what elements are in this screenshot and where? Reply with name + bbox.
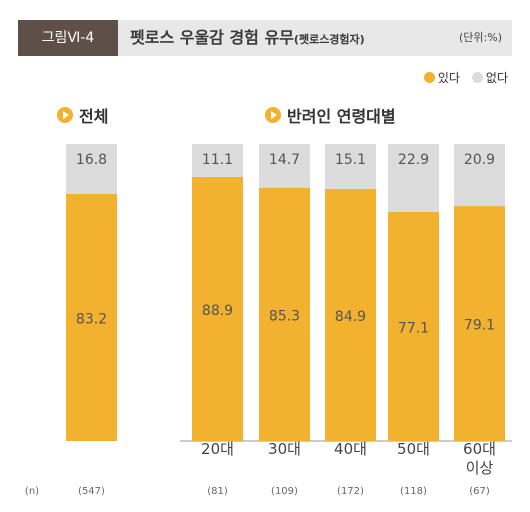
bar-segment-yes — [325, 188, 376, 441]
bar-segment-no — [66, 144, 117, 194]
section-title-by-age: 반려인 연령대별 — [265, 103, 396, 127]
chart-title-main: 펫로스 우울감 경험 유무 — [130, 28, 294, 47]
bar-value-label: 11.1 — [202, 152, 233, 168]
category-label: 이상 — [466, 459, 494, 477]
section-title-total: 전체 — [57, 103, 108, 127]
bar-value-label: 77.1 — [398, 321, 429, 337]
bar-value-label: 84.9 — [335, 309, 366, 325]
legend-item-yes: 있다 — [423, 69, 460, 86]
sample-size-label: (547) — [78, 486, 105, 497]
chart-title: 펫로스 우울감 경험 유무(펫로스경험자) — [130, 20, 365, 58]
chart-header: 그림Ⅵ-4 펫로스 우울감 경험 유무(펫로스경험자) (단위:%) — [18, 20, 512, 56]
category-label: 50대 — [397, 440, 430, 458]
bar-segment-no — [259, 144, 310, 188]
bar-segment-yes — [388, 212, 439, 441]
category-label: 60대 — [463, 440, 496, 458]
legend-swatch-yes — [423, 72, 435, 83]
bar-segment-yes — [192, 176, 243, 442]
bar-segment-no — [192, 144, 243, 177]
bar-value-label: 20.9 — [464, 152, 495, 168]
sample-size-label: (81) — [207, 486, 228, 497]
category-label: 40대 — [334, 440, 367, 458]
play-circle-icon — [57, 107, 73, 123]
legend-swatch-no — [471, 72, 483, 83]
bar-value-label: 83.2 — [76, 311, 107, 327]
play-circle-icon — [265, 107, 281, 123]
bar-segment-yes — [259, 187, 310, 441]
legend: 있다 없다 — [423, 69, 508, 86]
section-label-by-age: 반려인 연령대별 — [287, 107, 396, 126]
legend-item-no: 없다 — [471, 69, 508, 86]
section-label-total: 전체 — [79, 107, 109, 126]
bar-value-label: 79.1 — [464, 318, 495, 334]
bar-value-label: 14.7 — [269, 152, 300, 168]
bar-value-label: 88.9 — [202, 303, 233, 319]
sample-size-label: (118) — [400, 486, 427, 497]
bar-segment-no — [325, 144, 376, 189]
category-label: 30대 — [268, 440, 301, 458]
bar-value-label: 15.1 — [335, 152, 366, 168]
bar-segment-no — [388, 144, 439, 213]
chart-title-note: (펫로스경험자) — [293, 33, 365, 46]
bar-value-label: 16.8 — [76, 152, 107, 168]
sample-size-label: (109) — [271, 486, 298, 497]
bar-segment-yes — [454, 206, 505, 441]
sample-size-label: (67) — [469, 486, 490, 497]
legend-label-yes: 있다 — [437, 71, 460, 85]
legend-label-no: 없다 — [485, 71, 508, 85]
bar-segment-yes — [66, 193, 117, 441]
unit-label: (단위:%) — [459, 31, 502, 44]
bar-value-label: 22.9 — [398, 152, 429, 168]
bar-segment-no — [454, 144, 505, 207]
figure-label: 그림Ⅵ-4 — [18, 20, 118, 56]
bar-value-label: 85.3 — [269, 308, 300, 324]
sample-size-label: (172) — [337, 486, 364, 497]
category-label: 20대 — [201, 440, 234, 458]
n-label: (n) — [25, 486, 39, 497]
